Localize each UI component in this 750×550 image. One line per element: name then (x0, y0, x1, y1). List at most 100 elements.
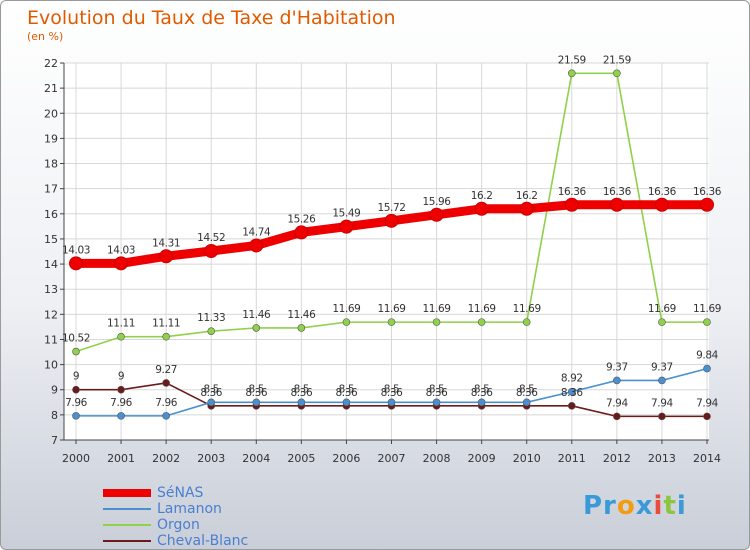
y-tick-label: 8 (51, 409, 58, 422)
y-tick-label: 18 (44, 158, 58, 171)
y-tick-label: 13 (44, 283, 58, 296)
data-point (339, 219, 354, 234)
x-tick-label: 2006 (332, 452, 360, 465)
data-point (252, 324, 261, 332)
data-label: 8.5 (384, 383, 400, 395)
data-point (207, 398, 216, 407)
data-point (613, 376, 621, 385)
x-tick-label: 2003 (197, 452, 225, 465)
data-label: 8.36 (200, 387, 222, 399)
x-tick-label: 2005 (287, 452, 315, 465)
data-label: 9.37 (606, 361, 628, 373)
data-label: 11.69 (332, 303, 360, 315)
data-label: 8.36 (290, 387, 312, 399)
data-point (429, 207, 444, 222)
data-point (700, 197, 714, 212)
data-label: 16.2 (471, 190, 493, 202)
data-label: 8.92 (561, 373, 583, 385)
legend-item: Cheval-Blanc (103, 533, 248, 549)
data-label: 9.84 (696, 350, 718, 362)
data-label: 11.69 (377, 303, 405, 315)
data-label: 14.31 (152, 237, 180, 249)
data-point (387, 318, 396, 326)
data-label: 11.69 (693, 303, 721, 315)
data-point (342, 398, 351, 407)
data-label: 9 (118, 371, 124, 383)
y-tick-label: 10 (44, 359, 58, 372)
data-label: 16.2 (516, 190, 538, 202)
legend-swatch (103, 524, 151, 526)
data-label: 15.26 (287, 213, 316, 225)
data-point (703, 412, 711, 421)
data-point (294, 225, 309, 240)
x-tick-label: 2009 (468, 452, 496, 465)
data-label: 8.5 (249, 383, 265, 395)
data-point (387, 398, 396, 407)
data-label: 8.5 (203, 383, 219, 395)
data-label: 21.59 (603, 54, 631, 66)
data-point (297, 324, 306, 332)
data-label: 7.96 (155, 397, 177, 409)
logo-letter: t (663, 491, 677, 521)
proxiti-logo: Proxiti (583, 491, 687, 521)
y-tick-label: 22 (44, 57, 58, 70)
data-label: 9.27 (155, 364, 177, 376)
data-label: 8.36 (426, 387, 448, 399)
y-tick-label: 11 (44, 333, 58, 346)
data-point (252, 398, 261, 407)
data-point (297, 398, 306, 407)
x-tick-label: 2007 (378, 452, 406, 465)
data-label: 14.74 (242, 226, 271, 238)
data-point (703, 318, 711, 326)
data-label: 11.69 (468, 303, 496, 315)
x-tick-label: 2001 (107, 452, 135, 465)
data-point (522, 318, 531, 326)
data-point (114, 256, 129, 271)
data-label: 11.46 (242, 309, 271, 321)
data-label: 7.96 (110, 397, 132, 409)
data-point (432, 318, 441, 326)
data-point (162, 332, 170, 341)
data-label: 8.36 (471, 387, 493, 399)
data-label: 11.11 (107, 318, 135, 330)
data-point (159, 249, 174, 264)
data-label: 9.37 (651, 361, 673, 373)
data-point (72, 385, 80, 394)
legend-label: Orgon (157, 517, 200, 533)
data-label: 8.5 (339, 383, 355, 395)
y-tick-label: 20 (44, 107, 58, 120)
data-point (658, 412, 666, 421)
legend-label: SéNAS (157, 485, 204, 501)
y-tick-label: 16 (44, 208, 58, 221)
data-label: 11.69 (513, 303, 541, 315)
data-point (117, 412, 125, 420)
chart-title: Evolution du Taux de Taxe d'Habitation (27, 7, 396, 29)
data-point (519, 201, 534, 216)
data-point (342, 318, 351, 326)
legend: SéNAS Lamanon Orgon Cheval-Blanc (103, 485, 248, 549)
data-label: 9 (73, 371, 79, 383)
data-label: 14.03 (62, 244, 90, 256)
data-label: 15.96 (423, 196, 452, 208)
data-point (609, 197, 624, 212)
data-point (658, 376, 666, 385)
data-point (72, 412, 80, 420)
data-label: 8.36 (336, 387, 358, 399)
data-point (654, 197, 669, 212)
data-label: 8.5 (429, 383, 445, 395)
x-tick-label: 2000 (62, 452, 90, 465)
data-label: 8.36 (245, 387, 267, 399)
data-point (207, 327, 216, 335)
x-tick-label: 2014 (693, 452, 721, 465)
data-point (564, 197, 579, 212)
legend-label: Lamanon (157, 501, 222, 517)
legend-item: Orgon (103, 517, 248, 533)
data-point (703, 364, 711, 373)
y-tick-label: 19 (44, 132, 58, 145)
data-label: 7.96 (65, 397, 87, 409)
data-label: 14.03 (107, 244, 135, 256)
y-tick-label: 9 (51, 384, 58, 397)
data-point (432, 398, 441, 407)
